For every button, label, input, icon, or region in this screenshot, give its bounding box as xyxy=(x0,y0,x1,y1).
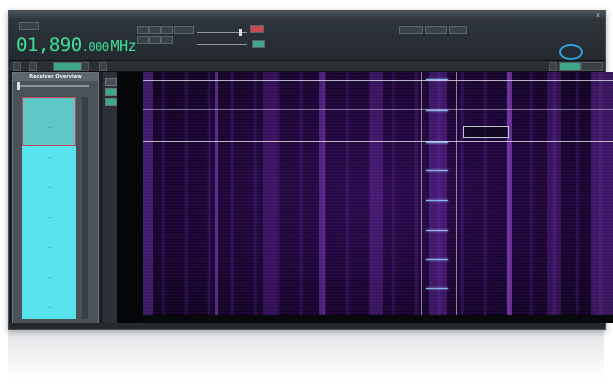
window-reflection xyxy=(8,330,604,380)
meter-tick xyxy=(49,187,50,188)
toolbar-button[interactable] xyxy=(137,26,149,34)
toolbar-button[interactable] xyxy=(161,36,173,44)
waterfall-tools xyxy=(103,72,117,323)
apply-button[interactable] xyxy=(252,40,265,48)
frequency-axis xyxy=(143,315,613,323)
signal-band xyxy=(507,72,512,315)
channel-marker[interactable] xyxy=(456,72,457,315)
tab-3[interactable] xyxy=(53,62,83,71)
waterfall-display[interactable] xyxy=(143,72,613,315)
toolbar-button[interactable] xyxy=(149,36,161,44)
meter-upper-region xyxy=(22,97,76,145)
gain-slider[interactable] xyxy=(197,32,247,33)
marker-line xyxy=(143,109,613,110)
signal-peak xyxy=(426,142,448,143)
tab-5[interactable] xyxy=(99,62,107,71)
tab-2[interactable] xyxy=(29,62,37,71)
tab-4[interactable] xyxy=(81,62,89,71)
signal-band xyxy=(591,72,613,315)
meter-lower-region xyxy=(22,146,76,319)
signal-peak xyxy=(426,288,448,289)
receiver-overview-panel: Receiver Overview xyxy=(12,72,99,325)
signal-band xyxy=(429,72,447,315)
gain-slider-knob[interactable] xyxy=(239,29,242,36)
meter-tick xyxy=(49,217,50,218)
signal-band xyxy=(547,72,561,315)
sdr-window: x 01,890.000 MHz Receiver Over xyxy=(8,10,613,330)
signal-peak xyxy=(426,259,448,260)
mode-button[interactable] xyxy=(19,22,39,30)
signal-band xyxy=(143,72,153,315)
signal-band xyxy=(319,72,325,315)
toolbar-dropdown[interactable] xyxy=(174,26,194,34)
signal-peak xyxy=(426,230,448,231)
preset-button[interactable] xyxy=(449,26,467,34)
volume-slider[interactable] xyxy=(197,44,247,45)
right-tab-2[interactable] xyxy=(559,62,581,71)
tab-1[interactable] xyxy=(13,62,21,71)
meter-tick xyxy=(49,127,50,128)
marker-line xyxy=(143,141,613,142)
meter-tick xyxy=(49,157,50,158)
status-bar xyxy=(9,323,605,329)
frequency-fine: .000 xyxy=(81,40,109,54)
close-icon[interactable]: x xyxy=(596,12,600,19)
frequency-display[interactable]: 01,890.000 MHz xyxy=(16,34,137,56)
toolbar-button[interactable] xyxy=(149,26,161,34)
tool-button-active[interactable] xyxy=(105,98,117,106)
right-tab-3[interactable] xyxy=(581,62,603,71)
view-tabs xyxy=(9,61,605,72)
brand-logo xyxy=(559,44,583,60)
meter-selection-outline[interactable] xyxy=(22,97,76,146)
toolbar-button[interactable] xyxy=(161,26,173,34)
zoom-button[interactable] xyxy=(105,78,117,86)
overview-slider-track[interactable] xyxy=(19,85,89,87)
preset-dropdown[interactable] xyxy=(399,26,423,34)
signal-band xyxy=(215,72,218,315)
right-tab-1[interactable] xyxy=(549,62,557,71)
signal-info-box xyxy=(463,126,509,138)
panel-scrollbar[interactable] xyxy=(82,97,88,319)
toolbar-button[interactable] xyxy=(137,36,149,44)
signal-peak xyxy=(426,170,448,171)
frequency-main: 01,890 xyxy=(16,34,82,56)
frequency-toolbar: 01,890.000 MHz xyxy=(9,20,605,61)
overview-slider-knob[interactable] xyxy=(17,82,20,90)
title-bar: x xyxy=(9,11,605,20)
frequency-unit: MHz xyxy=(110,37,137,55)
marker-line xyxy=(143,80,613,81)
signal-peak xyxy=(426,79,448,80)
meter-tick xyxy=(49,277,50,278)
signal-band xyxy=(371,72,383,315)
channel-marker[interactable] xyxy=(421,72,422,315)
preset-button[interactable] xyxy=(425,26,447,34)
signal-peak xyxy=(426,110,448,111)
tool-button-active[interactable] xyxy=(105,88,117,96)
signal-meter xyxy=(22,97,76,319)
meter-tick xyxy=(49,307,50,308)
signal-band xyxy=(263,72,277,315)
signal-peak xyxy=(426,200,448,201)
record-button[interactable] xyxy=(250,25,264,33)
panel-title: Receiver Overview xyxy=(13,73,98,81)
time-axis xyxy=(117,72,143,323)
meter-tick xyxy=(49,247,50,248)
